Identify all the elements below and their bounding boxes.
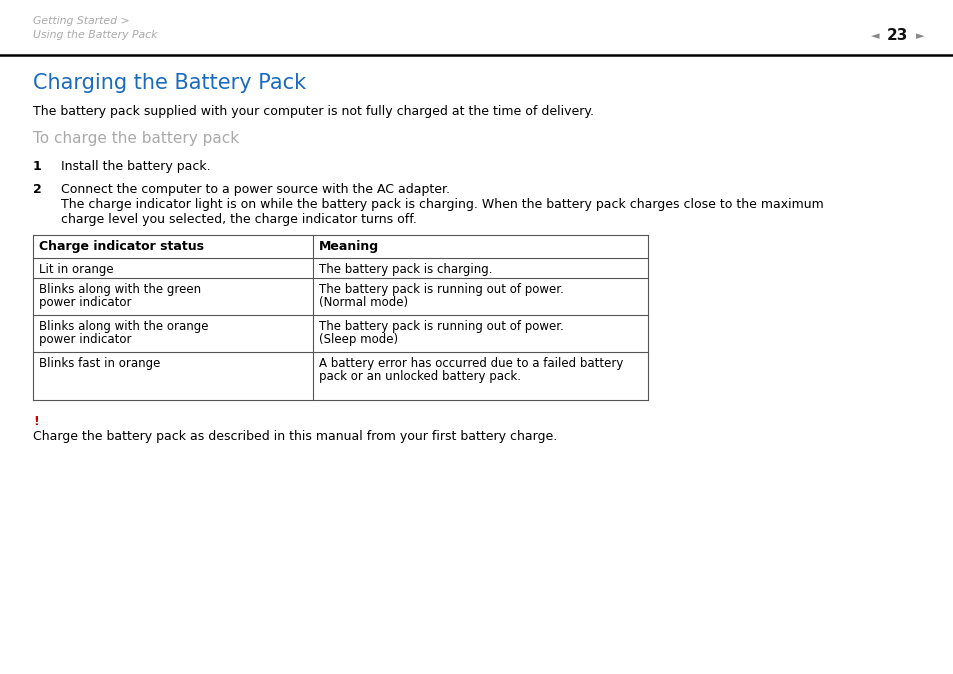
- Text: power indicator: power indicator: [39, 333, 132, 346]
- Text: ►: ►: [915, 31, 923, 41]
- Text: 1: 1: [33, 160, 42, 173]
- Text: ◄: ◄: [870, 31, 879, 41]
- Text: Charge the battery pack as described in this manual from your first battery char: Charge the battery pack as described in …: [33, 430, 557, 443]
- Text: Using the Battery Pack: Using the Battery Pack: [33, 30, 157, 40]
- Text: (Normal mode): (Normal mode): [318, 296, 408, 309]
- Text: Getting Started >: Getting Started >: [33, 16, 130, 26]
- Text: Connect the computer to a power source with the AC adapter.: Connect the computer to a power source w…: [61, 183, 450, 196]
- Text: Meaning: Meaning: [318, 240, 378, 253]
- Text: The battery pack is charging.: The battery pack is charging.: [318, 263, 492, 276]
- Text: Blinks fast in orange: Blinks fast in orange: [39, 357, 160, 370]
- Text: power indicator: power indicator: [39, 296, 132, 309]
- Text: (Sleep mode): (Sleep mode): [318, 333, 397, 346]
- Text: Install the battery pack.: Install the battery pack.: [61, 160, 211, 173]
- Text: The battery pack is running out of power.: The battery pack is running out of power…: [318, 283, 563, 296]
- Text: Charging the Battery Pack: Charging the Battery Pack: [33, 73, 306, 93]
- Text: A battery error has occurred due to a failed battery: A battery error has occurred due to a fa…: [318, 357, 622, 370]
- Text: Blinks along with the orange: Blinks along with the orange: [39, 320, 209, 333]
- Text: Lit in orange: Lit in orange: [39, 263, 113, 276]
- Text: The charge indicator light is on while the battery pack is charging. When the ba: The charge indicator light is on while t…: [61, 198, 822, 211]
- Text: To charge the battery pack: To charge the battery pack: [33, 131, 239, 146]
- Text: charge level you selected, the charge indicator turns off.: charge level you selected, the charge in…: [61, 213, 416, 226]
- Text: !: !: [33, 415, 39, 428]
- Text: Blinks along with the green: Blinks along with the green: [39, 283, 201, 296]
- Text: 23: 23: [885, 28, 906, 44]
- Text: The battery pack supplied with your computer is not fully charged at the time of: The battery pack supplied with your comp…: [33, 105, 594, 118]
- Text: The battery pack is running out of power.: The battery pack is running out of power…: [318, 320, 563, 333]
- Text: 2: 2: [33, 183, 42, 196]
- Text: pack or an unlocked battery pack.: pack or an unlocked battery pack.: [318, 370, 520, 383]
- Text: Charge indicator status: Charge indicator status: [39, 240, 204, 253]
